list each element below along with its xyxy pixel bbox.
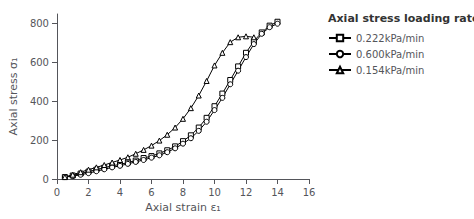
svg-text:8: 8 [180,187,186,198]
svg-text:2: 2 [85,187,91,198]
svg-text:0.154kPa/min: 0.154kPa/min [356,65,424,76]
svg-text:0: 0 [54,187,60,198]
svg-text:Axial stress σ₁: Axial stress σ₁ [7,58,20,136]
svg-text:0: 0 [43,174,49,185]
svg-text:Axial strain ε₁: Axial strain ε₁ [145,201,221,214]
svg-text:400: 400 [30,96,49,107]
svg-text:16: 16 [303,187,316,198]
svg-text:14: 14 [271,187,284,198]
svg-text:10: 10 [208,187,221,198]
svg-text:200: 200 [30,135,49,146]
svg-text:12: 12 [240,187,253,198]
svg-text:0.222kPa/min: 0.222kPa/min [356,33,424,44]
svg-text:800: 800 [30,18,49,29]
svg-text:6: 6 [148,187,154,198]
svg-text:4: 4 [117,187,123,198]
svg-text:0.600kPa/min: 0.600kPa/min [356,49,424,60]
svg-text:Axial stress loading rate: Axial stress loading rate [328,12,474,25]
svg-text:600: 600 [30,57,49,68]
